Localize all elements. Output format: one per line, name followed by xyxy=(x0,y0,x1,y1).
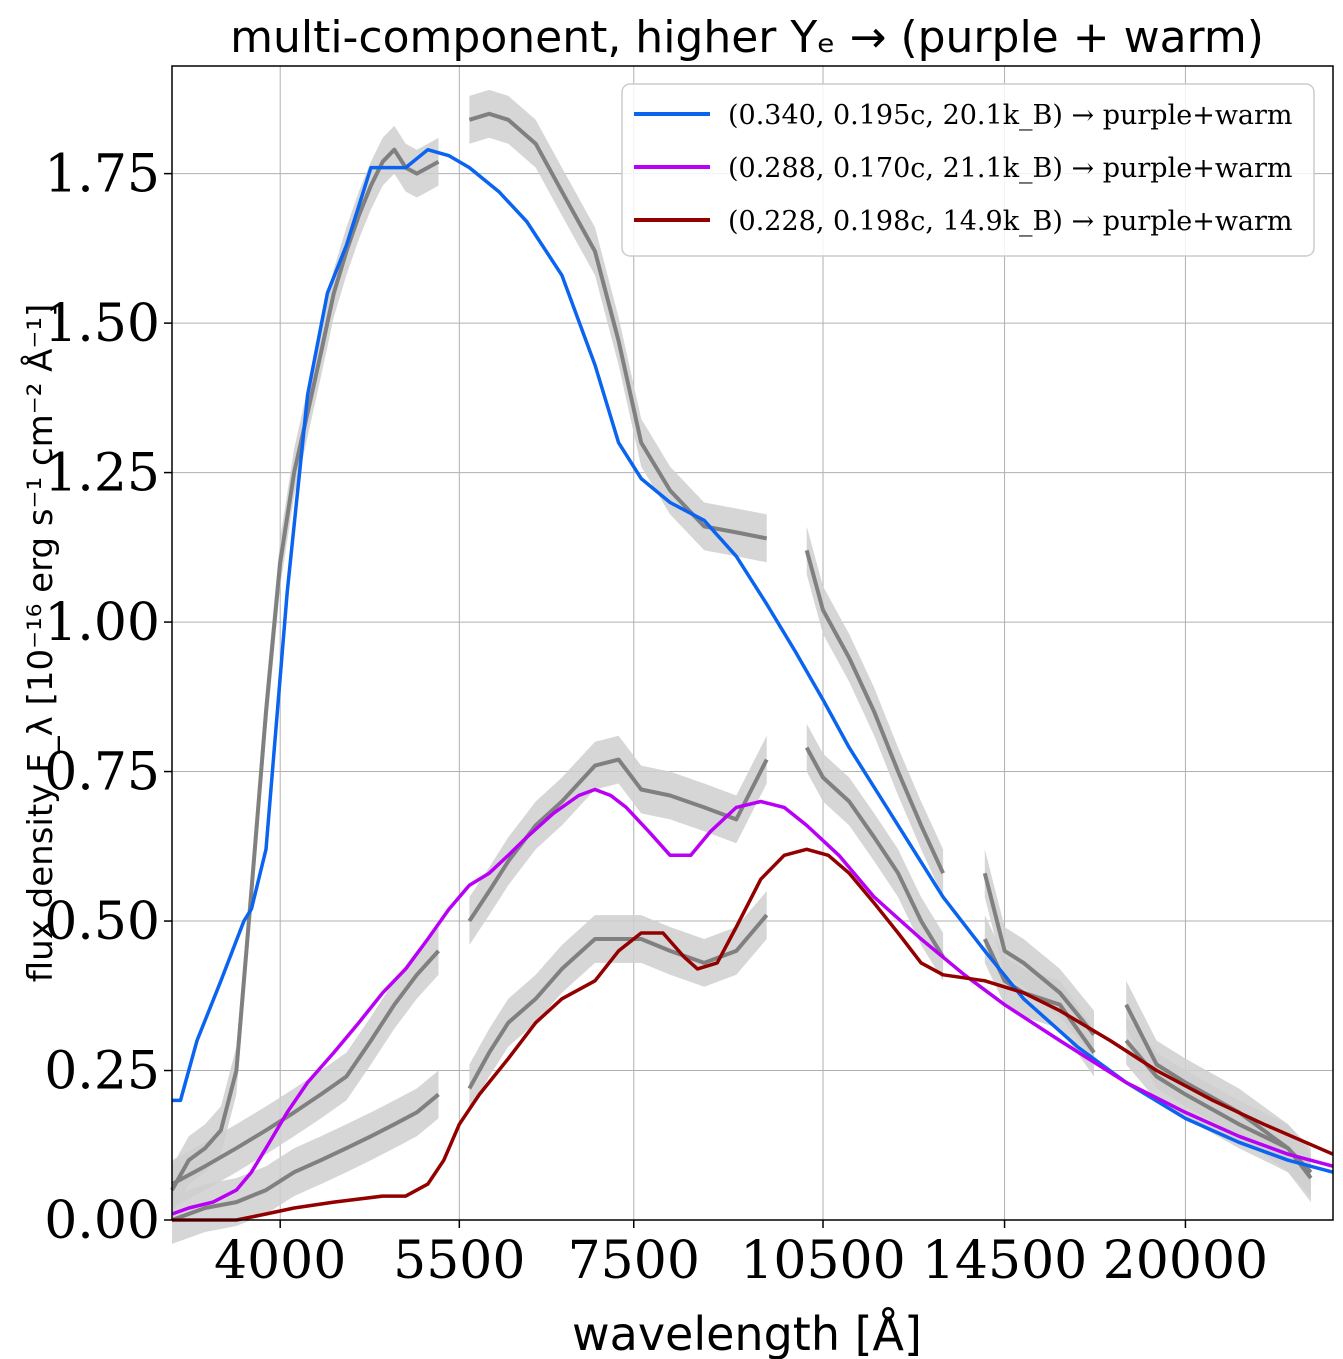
observed-spectrum-line xyxy=(170,147,440,1192)
y-tick-label: 1.25 xyxy=(44,444,160,504)
x-tick-label: 7500 xyxy=(568,1231,700,1291)
y-tick-label: 1.00 xyxy=(44,593,160,653)
observed-error-band xyxy=(1126,1016,1311,1203)
y-axis-label: flux density F_λ [10⁻¹⁶ erg s⁻¹ cm⁻² Å⁻¹… xyxy=(20,304,61,982)
y-tick-label: 0.75 xyxy=(44,743,160,803)
y-tick-label: 0.00 xyxy=(44,1191,160,1251)
observed-spectrum-line xyxy=(804,746,945,958)
legend: (0.340, 0.195c, 20.1k_B) → purple+warm (0… xyxy=(621,83,1315,257)
model-curve-3 xyxy=(172,847,1334,1222)
observed-spectrum-line xyxy=(171,1092,440,1222)
legend-label-2: (0.288, 0.170c, 21.1k_B) → purple+warm xyxy=(728,153,1293,184)
x-axis-label: wavelength [Å] xyxy=(572,1307,922,1359)
observed-spectrum-line xyxy=(171,949,440,1186)
y-tick-label: 1.75 xyxy=(44,145,160,205)
plot-frame xyxy=(171,65,1334,1221)
model-curve-1 xyxy=(172,147,1334,1174)
y-axis-ticks: 0.00 0.25 0.50 0.75 1.00 1.25 1.50 1.75 xyxy=(44,145,172,1251)
x-tick-label: 14500 xyxy=(922,1231,1087,1291)
x-tick-label: 20000 xyxy=(1103,1231,1268,1291)
observed-error-bands xyxy=(172,89,1311,1244)
legend-box xyxy=(621,83,1315,257)
legend-label-3: (0.228, 0.198c, 14.9k_B) → purple+warm xyxy=(728,206,1293,237)
y-tick-label: 1.50 xyxy=(44,294,160,354)
observed-spectrum-line xyxy=(804,549,945,875)
observed-error-band xyxy=(469,891,767,1113)
observed-error-band xyxy=(172,927,439,1208)
legend-label-1: (0.340, 0.195c, 20.1k_B) → purple+warm xyxy=(728,100,1293,131)
observed-spectrum-line xyxy=(467,757,769,923)
chart-title: multi-component, higher Yₑ → (purple + w… xyxy=(230,12,1264,63)
observed-spectrum-line xyxy=(467,913,769,1090)
x-tick-label: 10500 xyxy=(740,1231,905,1291)
y-tick-label: 0.25 xyxy=(44,1042,160,1102)
model-curves xyxy=(171,147,1334,1222)
observed-error-band xyxy=(172,125,439,1214)
observed-spectrum-line xyxy=(982,872,1096,1036)
x-tick-label: 5500 xyxy=(393,1231,525,1291)
observed-error-band xyxy=(469,89,767,563)
x-tick-label: 4000 xyxy=(214,1231,346,1291)
observed-error-band xyxy=(806,723,944,981)
observed-error-band xyxy=(469,735,767,945)
y-tick-label: 0.50 xyxy=(44,892,160,952)
x-axis-ticks: 4000 5500 7500 10500 14500 20000 xyxy=(214,1220,1268,1291)
observed-spectrum-line xyxy=(1124,1039,1313,1180)
